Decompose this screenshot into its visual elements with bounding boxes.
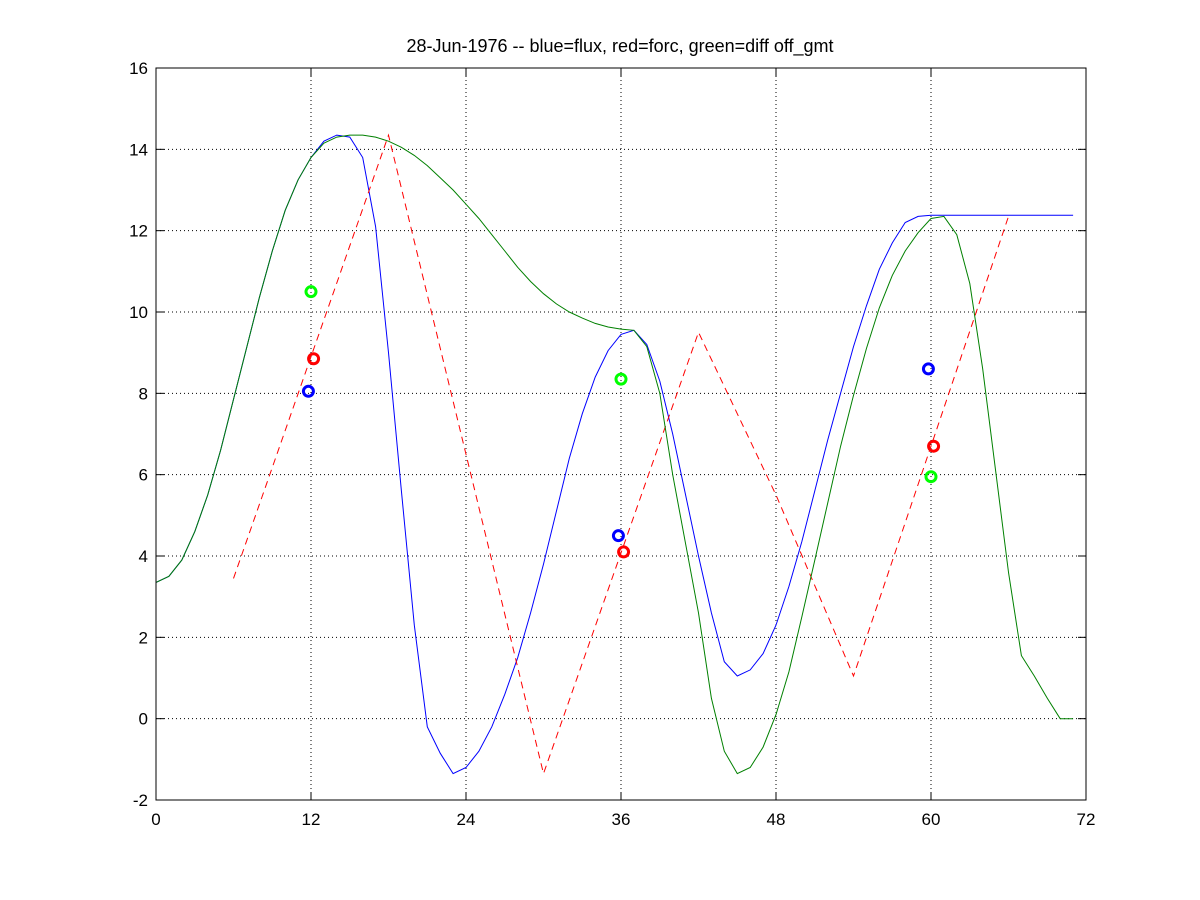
data-marker-0 (301, 384, 315, 398)
x-tick-label: 24 (457, 810, 476, 829)
y-tick-label: 0 (139, 710, 148, 729)
data-marker-5 (614, 372, 628, 386)
series-group (155, 133, 1074, 776)
data-marker-1 (307, 352, 321, 366)
y-tick-label: 10 (129, 303, 148, 322)
data-marker-8 (924, 470, 938, 484)
series-line-1 (233, 133, 1009, 776)
x-tick-label: 72 (1077, 810, 1096, 829)
marker-group (301, 285, 941, 559)
y-tick-label: 8 (139, 384, 148, 403)
x-tick-label: 0 (151, 810, 160, 829)
data-marker-3 (611, 529, 625, 543)
x-tick-label: 60 (922, 810, 941, 829)
chart-title: 28-Jun-1976 -- blue=flux, red=forc, gree… (406, 36, 833, 57)
y-tick-label: 2 (139, 628, 148, 647)
x-tick-label: 36 (612, 810, 631, 829)
data-marker-6 (921, 362, 935, 376)
y-tick-label: 6 (139, 466, 148, 485)
y-tick-label: -2 (133, 791, 148, 810)
series-line-2 (155, 134, 1074, 775)
y-tick-label: 4 (139, 547, 148, 566)
x-tick-label: 12 (302, 810, 321, 829)
y-tick-label: 12 (129, 222, 148, 241)
y-tick-label: 14 (129, 140, 148, 159)
x-tick-label: 48 (767, 810, 786, 829)
data-marker-7 (927, 439, 941, 453)
data-marker-2 (304, 285, 318, 299)
data-marker-4 (617, 545, 631, 559)
y-tick-label: 16 (129, 59, 148, 78)
